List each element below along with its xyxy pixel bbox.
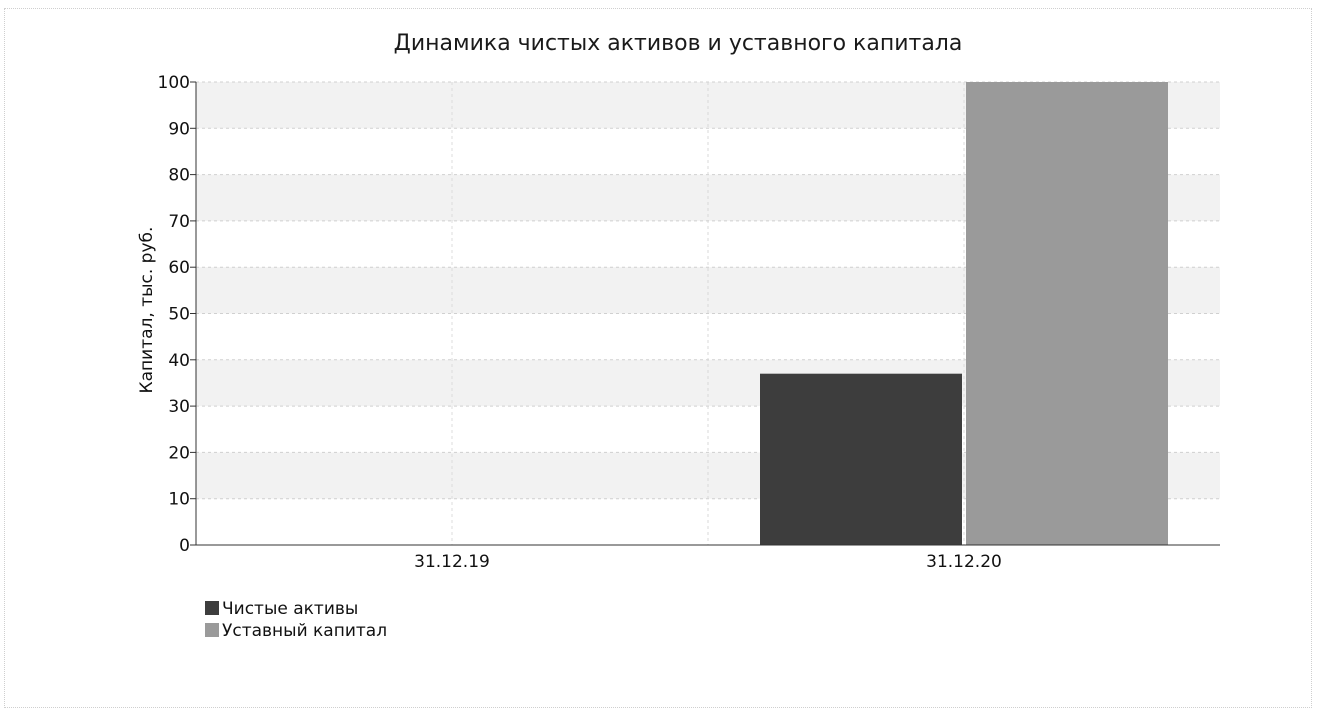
y-tick-label: 10 xyxy=(168,490,190,510)
bar xyxy=(760,373,962,545)
legend-swatch xyxy=(205,601,219,615)
y-tick-label: 0 xyxy=(179,536,190,556)
chart-title: Динамика чистых активов и уставного капи… xyxy=(394,31,963,56)
x-tick-label: 31.12.19 xyxy=(414,552,490,572)
legend-swatch xyxy=(205,623,219,637)
legend-label: Уставный капитал xyxy=(222,621,387,641)
bar xyxy=(966,82,1168,545)
x-tick-label: 31.12.20 xyxy=(926,552,1002,572)
y-tick-label: 80 xyxy=(168,166,190,186)
y-axis-label: Капитал, тыс. руб. xyxy=(137,227,157,394)
y-tick-label: 40 xyxy=(168,351,190,371)
y-tick-label: 70 xyxy=(168,212,190,232)
axes xyxy=(190,81,1220,546)
y-tick-label: 20 xyxy=(168,443,190,463)
legend-item: Уставный капитал xyxy=(205,621,387,641)
y-tick-label: 60 xyxy=(168,258,190,278)
chart-frame xyxy=(4,8,1312,708)
y-tick-label: 90 xyxy=(168,119,190,139)
y-tick-labels: 0 10 20 30 40 50 60 70 80 90 100 xyxy=(158,73,190,556)
y-tick-label: 50 xyxy=(168,305,190,325)
y-tick-label: 100 xyxy=(158,73,190,93)
legend-label: Чистые активы xyxy=(222,599,358,619)
legend-item: Чистые активы xyxy=(205,599,358,619)
x-tick-labels: 31.12.19 31.12.20 xyxy=(414,552,1002,572)
bars-group xyxy=(760,82,1168,545)
y-tick-label: 30 xyxy=(168,397,190,417)
